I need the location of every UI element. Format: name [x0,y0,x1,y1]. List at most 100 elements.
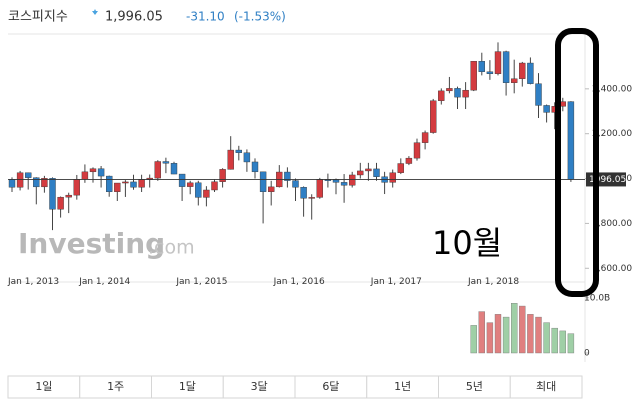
y-tick-label: 2,200.00 [592,129,632,139]
range-button-label[interactable]: 1달 [179,380,196,393]
volume-bar [511,303,518,354]
candle-body [259,171,267,192]
candle-body [49,178,56,210]
change: -31.10 [186,10,225,24]
candle-body [114,182,121,192]
volume-bar [543,322,550,354]
candle-body [365,168,372,172]
x-tick-label: Jan 1, 2017 [370,277,422,287]
volume-bar [502,316,510,354]
candle-body [235,149,243,153]
range-button-label[interactable]: 최대 [536,380,556,393]
last-price-label: 1996.05 [589,175,626,185]
candle-body [65,194,72,198]
x-tick-label: Jan 1, 2015 [175,277,227,287]
candle-body [268,186,275,192]
x-tick-label: Jan 1, 2013 [7,277,59,287]
candle-body [138,179,145,188]
volume-bar [567,333,575,354]
candle-body [89,168,97,173]
candle-body [73,179,81,196]
candle-body [421,132,429,143]
x-tick-label: Jan 1, 2016 [273,277,325,287]
index-name: 코스피지수 [8,10,68,25]
candle-body [16,172,24,188]
candle-body [446,88,453,92]
volume-tick-label: 10.0B [584,293,610,303]
candle-body [340,182,348,186]
candle-body [567,101,575,180]
candle-body [8,179,16,188]
candle-body [332,179,340,183]
range-button-label[interactable]: 1주 [107,380,124,393]
candle-body [470,61,477,91]
candle-body [57,196,64,210]
candle-body [535,83,542,106]
candle-body [397,163,404,173]
candle-body [243,152,251,163]
volume-bar [470,325,477,354]
candle-body [462,89,469,98]
status-icon [92,9,98,15]
candle-body [519,62,526,79]
range-button-label[interactable]: 1일 [35,379,52,393]
candle-body [81,171,89,180]
candle-body [162,161,170,164]
candle-body [219,169,226,182]
volume-bar [551,327,558,354]
candle-body [178,173,186,187]
candle-body [284,171,291,181]
candle-body [527,62,534,84]
candle-body [373,168,380,177]
volume-bar [494,314,502,354]
candle-body [543,105,550,113]
candle-body [308,197,315,199]
range-button-label[interactable]: 1년 [394,380,411,393]
annotation: 10월 [432,224,502,262]
volume-bar [478,311,485,354]
range-button-label[interactable]: 5년 [466,380,483,393]
price: 1,996.05 [105,10,163,25]
volume-bar [559,330,566,354]
volume-bar [486,322,494,354]
range-button[interactable] [509,375,583,399]
candle-body [438,90,445,101]
candle-body [486,71,494,75]
candle-body [316,179,323,198]
candle-body [122,181,129,184]
candle-body [413,142,421,159]
candle-body [357,170,364,176]
candle-body [300,187,307,199]
candle-body [186,182,194,187]
candle-body [130,181,137,188]
highlight-box [555,28,599,297]
candle-body [430,100,437,133]
y-tick-label: 1,800.00 [592,219,632,229]
candle-body [195,182,202,198]
y-tick-label: 1,600.00 [592,264,632,274]
candle-body [203,189,210,198]
candle-body [97,168,105,177]
candle-body [41,178,48,188]
watermark-suffix: .com [148,237,195,259]
candle-body [227,149,234,170]
candle-body [349,174,356,186]
range-button-label[interactable]: 3달 [251,380,268,393]
candle-body [511,78,518,83]
volume-bar [519,305,526,354]
candle-body [405,157,413,164]
candle-body [154,161,162,179]
candle-body [251,161,259,173]
candle-body [502,51,510,83]
x-tick-label: Jan 1, 2014 [78,277,130,287]
y-tick-label: 2,400.00 [592,84,632,94]
candle-body [494,51,502,75]
candle-body [211,181,218,191]
candle-body [105,175,113,192]
candle-body [292,180,299,188]
change-pct: (-1.53%) [234,10,286,24]
range-button-label[interactable]: 6달 [322,380,339,393]
volume-tick-label: 0 [584,349,590,359]
